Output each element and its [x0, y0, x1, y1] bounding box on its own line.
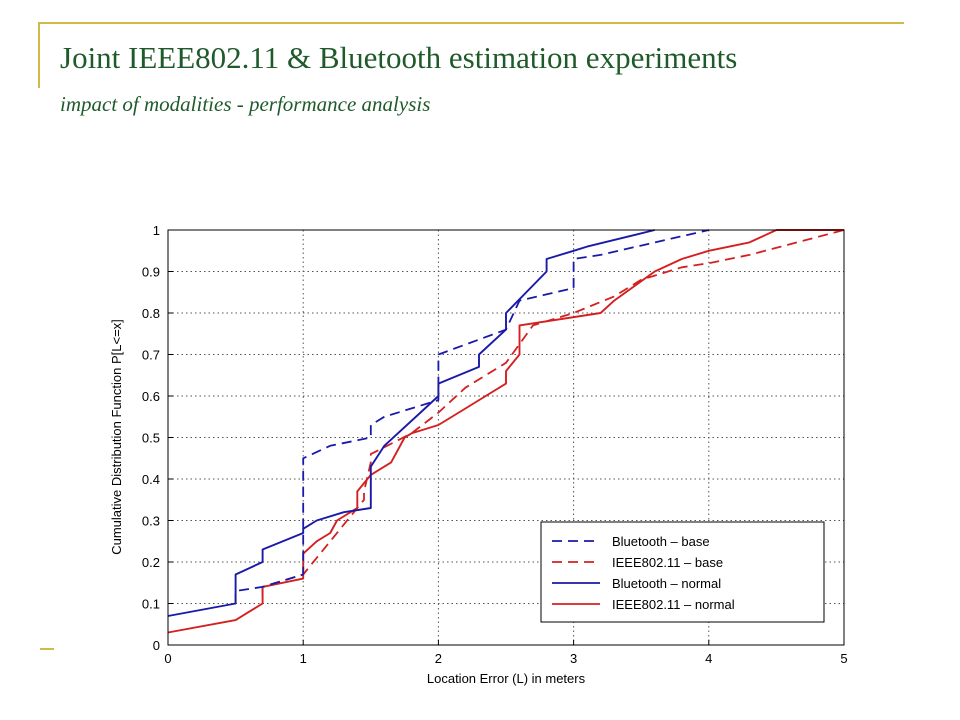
- x-tick-label: 4: [705, 651, 712, 666]
- x-tick-label: 2: [435, 651, 442, 666]
- frame-top-line: [38, 22, 904, 24]
- y-tick-label: 0.2: [142, 555, 160, 570]
- frame-corner-tick: [40, 648, 54, 650]
- grid-lines: [168, 230, 844, 645]
- legend-label-2: Bluetooth – normal: [612, 576, 721, 591]
- tick-labels: 0 1 2 3 4 5 0 0.1 0.2 0.3 0.4 0.5 0.6 0.7 0.8 0.9 1: [142, 223, 848, 666]
- y-tick-label: 0.6: [142, 389, 160, 404]
- series-line-0: [234, 229, 710, 604]
- y-tick-label: 0.4: [142, 472, 160, 487]
- slide-subtitle: impact of modalities - performance analy…: [60, 92, 431, 116]
- legend-label-3: IEEE802.11 – normal: [612, 597, 735, 612]
- legend-label-1: IEEE802.11 – base: [612, 555, 723, 570]
- x-axis-label: Location Error (L) in meters: [427, 671, 586, 686]
- y-axis-label: Cumulative Distribution Function P[L<=x]: [109, 319, 124, 555]
- legend: Bluetooth – base IEEE802.11 – base Bluetoo…: [540, 521, 825, 623]
- y-tick-label: 0.5: [142, 431, 160, 446]
- x-tick-label: 5: [840, 651, 847, 666]
- y-tick-label: 0.3: [142, 514, 160, 529]
- series-group: [167, 229, 845, 634]
- frame-left-line: [38, 22, 40, 88]
- series-line-1: [261, 229, 845, 596]
- series-line-2: [167, 229, 655, 617]
- y-tick-label: 0.8: [142, 306, 160, 321]
- y-tick-label: 0.1: [142, 597, 160, 612]
- slide-title: Joint IEEE802.11 & Bluetooth estimation …: [60, 40, 738, 75]
- x-tick-label: 0: [164, 651, 171, 666]
- y-tick-label: 0.9: [142, 265, 160, 280]
- x-tick-label: 1: [300, 651, 307, 666]
- y-tick-label: 0.7: [142, 348, 160, 363]
- y-tick-label: 0: [153, 638, 160, 653]
- legend-label-0: Bluetooth – base: [612, 534, 710, 549]
- x-tick-label: 3: [570, 651, 577, 666]
- legend-box: [540, 521, 825, 623]
- y-tick-label: 1: [153, 223, 160, 238]
